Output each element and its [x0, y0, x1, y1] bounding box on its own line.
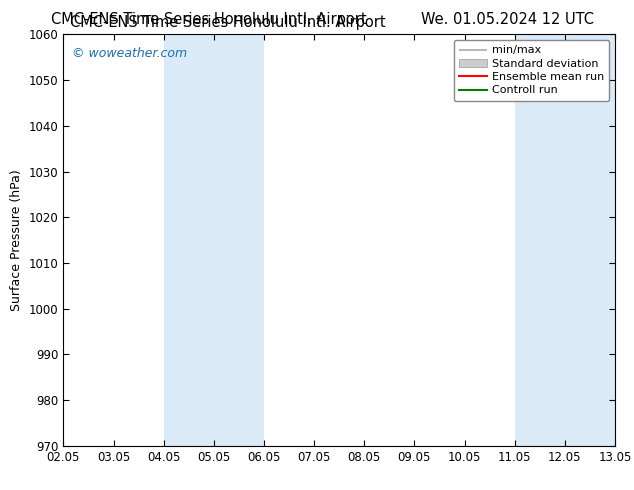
Legend: min/max, Standard deviation, Ensemble mean run, Controll run: min/max, Standard deviation, Ensemble me… — [454, 40, 609, 101]
Text: CMC-ENS Time Series Honolulu Intl. Airport: CMC-ENS Time Series Honolulu Intl. Airpo… — [51, 12, 367, 27]
Text: © woweather.com: © woweather.com — [72, 47, 187, 60]
Bar — [164, 34, 264, 446]
Y-axis label: Surface Pressure (hPa): Surface Pressure (hPa) — [10, 169, 23, 311]
Text: We. 01.05.2024 12 UTC: We. 01.05.2024 12 UTC — [421, 12, 593, 27]
Text: CMC-ENS Time Series Honolulu Intl. Airport: CMC-ENS Time Series Honolulu Intl. Airpo… — [70, 15, 386, 30]
Bar — [515, 34, 615, 446]
